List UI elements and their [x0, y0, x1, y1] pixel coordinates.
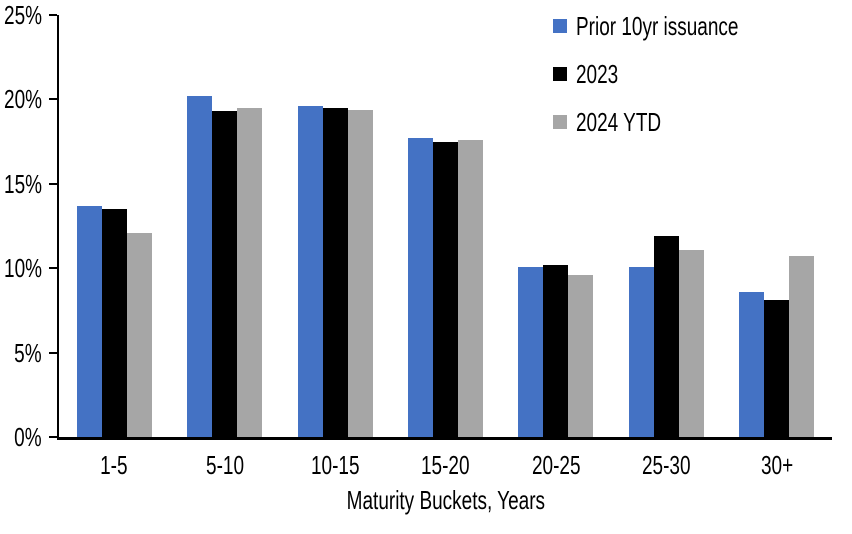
bar-group-25-30 [611, 15, 721, 437]
y-axis-label-0: 0% [14, 422, 42, 452]
x-axis-label-text: 20-25 [531, 450, 581, 480]
x-axis-label-25-30: 25-30 [611, 452, 721, 479]
bar-prior-10yr-issuance-15-20 [407, 138, 433, 437]
bar-2024-ytd-25-30 [678, 249, 704, 437]
x-axis-title-text: Maturity Buckets, Years [346, 485, 545, 515]
bar-prior-10yr-issuance-1-5 [76, 205, 102, 437]
bar-group-20-25 [501, 15, 611, 437]
y-tick-5 [49, 351, 57, 354]
legend-item-2024-ytd: 2024 YTD [553, 108, 799, 136]
x-axis-label-text: 25-30 [642, 450, 691, 480]
bar-2024-ytd-1-5 [126, 232, 152, 437]
legend-item-prior-10yr-issuance: Prior 10yr issuance [553, 12, 799, 40]
bar-2023-10-15 [322, 107, 348, 437]
y-tick-20 [49, 98, 57, 101]
x-axis-label-text: 10-15 [310, 450, 360, 480]
x-axis-label-5-10: 5-10 [169, 452, 279, 479]
y-axis-label-25: 25% [4, 0, 42, 30]
x-axis-label-15-20: 15-20 [390, 452, 500, 479]
legend-color-swatch-icon [553, 115, 567, 129]
y-axis-label-5: 5% [14, 337, 42, 368]
x-axis-label-10-15: 10-15 [280, 452, 390, 479]
bar-prior-10yr-issuance-20-25 [518, 266, 544, 437]
bar-group-1-5 [59, 15, 169, 437]
legend: Prior 10yr issuance 2023 2024 YTD [553, 12, 799, 156]
bar-2023-5-10 [212, 111, 238, 437]
bar-prior-10yr-issuance-10-15 [297, 106, 323, 437]
bar-2024-ytd-10-15 [347, 109, 373, 437]
x-axis-title: Maturity Buckets, Years [59, 487, 832, 514]
x-axis-label-text: 5-10 [205, 450, 244, 480]
bar-2023-25-30 [653, 236, 679, 437]
y-tick-10 [49, 267, 57, 270]
bar-2023-30 [764, 300, 790, 437]
legend-item-2023: 2023 [553, 60, 799, 88]
bar-prior-10yr-issuance-30 [739, 291, 765, 437]
x-axis-label-20-25: 20-25 [501, 452, 611, 479]
x-axis-label-1-5: 1-5 [59, 452, 169, 479]
legend-label: 2023 [576, 59, 619, 89]
bar-group-15-20 [390, 15, 500, 437]
bar-group-30 [722, 15, 832, 437]
x-axis-label-text: 15-20 [421, 450, 470, 480]
x-axis-label-text: 1-5 [100, 450, 128, 480]
bar-2024-ytd-20-25 [568, 274, 594, 437]
legend-label: Prior 10yr issuance [576, 11, 739, 41]
bars-container [59, 15, 832, 437]
y-axis-label-15: 15% [4, 168, 42, 199]
bar-2024-ytd-15-20 [457, 139, 483, 437]
bar-group-10-15 [280, 15, 390, 437]
legend-color-swatch-icon [553, 67, 567, 81]
bar-prior-10yr-issuance-25-30 [628, 266, 654, 437]
y-tick-25 [49, 14, 57, 16]
y-tick-15 [49, 182, 57, 185]
legend-label: 2024 YTD [576, 107, 662, 137]
bar-2024-ytd-5-10 [237, 107, 263, 437]
y-axis-label-20: 20% [4, 84, 42, 115]
bar-prior-10yr-issuance-5-10 [187, 96, 213, 437]
y-tick-0 [49, 436, 57, 438]
bar-2023-20-25 [543, 264, 569, 437]
x-axis-label-30: 30+ [722, 452, 832, 479]
x-axis-label-text: 30+ [760, 450, 793, 480]
y-axis-labels: 25% 20% 15% 10% 5% 0% [0, 2, 42, 450]
bar-2023-1-5 [101, 209, 127, 437]
y-axis-label-10: 10% [4, 253, 42, 284]
legend-color-swatch-icon [553, 19, 567, 33]
bar-group-5-10 [169, 15, 279, 437]
plot-area [49, 14, 832, 440]
x-axis-labels: 1-5 5-10 10-15 15-20 20-25 25-30 30+ [59, 452, 832, 479]
bar-2024-ytd-30 [789, 256, 815, 437]
bar-2023-15-20 [432, 141, 458, 437]
